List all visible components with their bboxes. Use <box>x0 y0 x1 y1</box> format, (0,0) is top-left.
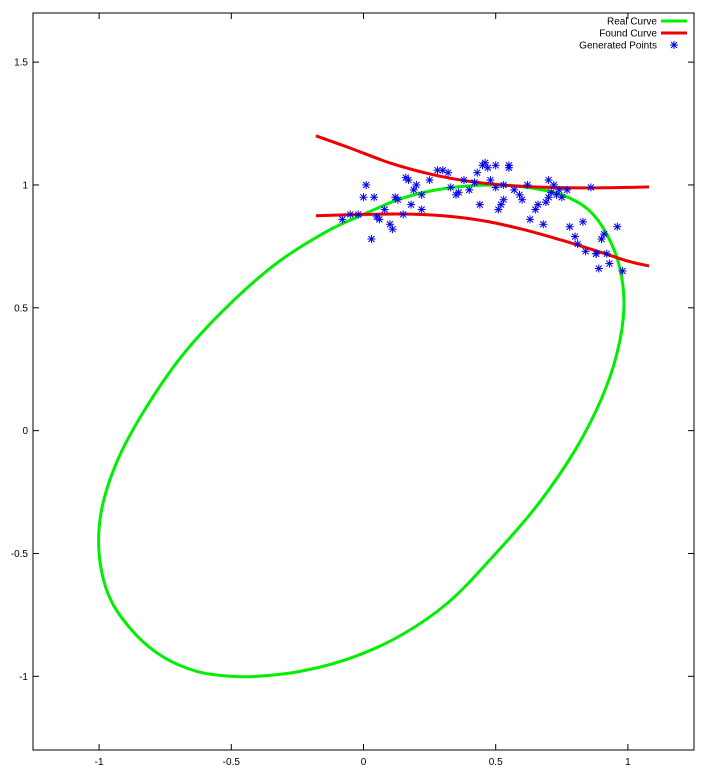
data-point <box>346 210 355 219</box>
x-tick-label: 0 <box>361 757 367 768</box>
data-point <box>483 163 492 172</box>
data-point <box>499 195 508 204</box>
data-point <box>399 210 408 219</box>
found-curve-line <box>315 212 650 268</box>
data-point <box>534 200 543 209</box>
legend-swatch <box>670 41 678 49</box>
legend-label: Real Curve <box>607 17 657 28</box>
y-tick-label: -0.5 <box>11 549 29 560</box>
data-point <box>470 178 479 187</box>
data-point <box>518 195 527 204</box>
data-point <box>380 205 389 214</box>
real-curve-line <box>97 183 626 679</box>
data-point <box>444 168 453 177</box>
data-point <box>404 176 413 185</box>
data-point <box>563 185 572 194</box>
data-point <box>578 217 587 226</box>
data-point <box>417 205 426 214</box>
data-point <box>573 239 582 248</box>
y-tick-label: 1 <box>22 180 28 191</box>
data-point <box>425 176 434 185</box>
legend-label: Generated Points <box>579 41 657 52</box>
data-point <box>465 185 474 194</box>
found-curve-line <box>315 134 650 190</box>
data-point <box>600 230 609 239</box>
data-point <box>412 180 421 189</box>
data-point <box>459 176 468 185</box>
data-point <box>586 183 595 192</box>
data-point <box>597 235 606 244</box>
data-point <box>407 200 416 209</box>
y-tick-label: -1 <box>19 672 28 683</box>
data-point <box>494 205 503 214</box>
data-point <box>499 180 508 189</box>
axis-ticks: -1 -0.5 0 0.5 1 -1 -0.5 0 0.5 1 1.5 <box>11 13 694 768</box>
x-tick-label: -1 <box>95 757 104 768</box>
data-point <box>367 235 376 244</box>
data-point <box>618 266 627 275</box>
x-tick-label: 0.5 <box>489 757 503 768</box>
data-point <box>354 210 363 219</box>
data-point <box>454 188 463 197</box>
data-point <box>433 166 442 175</box>
data-point <box>571 232 580 241</box>
data-point <box>523 180 532 189</box>
data-point <box>486 176 495 185</box>
data-point <box>602 249 611 258</box>
y-tick-label: 1.5 <box>14 58 28 69</box>
y-tick-label: 0 <box>22 426 28 437</box>
data-point <box>504 163 513 172</box>
legend-label: Found Curve <box>599 29 657 40</box>
data-point <box>581 247 590 256</box>
data-point <box>544 176 553 185</box>
plot-frame <box>32 12 695 751</box>
data-point <box>362 180 371 189</box>
data-point <box>446 183 455 192</box>
data-point <box>388 225 397 234</box>
data-point <box>565 222 574 231</box>
y-tick-label: 0.5 <box>14 303 28 314</box>
data-point <box>338 215 347 224</box>
data-point <box>491 161 500 170</box>
data-point <box>473 168 482 177</box>
data-point <box>409 185 418 194</box>
data-point <box>491 183 500 192</box>
data-point <box>592 249 601 258</box>
data-point <box>526 215 535 224</box>
data-point <box>613 222 622 231</box>
x-tick-label: -0.5 <box>223 757 241 768</box>
data-point <box>359 193 368 202</box>
data-point <box>539 220 548 229</box>
data-point <box>510 185 519 194</box>
data-point <box>594 264 603 273</box>
data-point <box>605 259 614 268</box>
data-point <box>475 200 484 209</box>
data-point <box>393 195 402 204</box>
data-point <box>549 180 558 189</box>
data-point <box>375 215 384 224</box>
generated-points <box>338 158 627 275</box>
data-point <box>557 193 566 202</box>
data-point <box>555 185 564 194</box>
x-tick-label: 1 <box>625 757 631 768</box>
data-point <box>417 190 426 199</box>
data-point <box>370 193 379 202</box>
